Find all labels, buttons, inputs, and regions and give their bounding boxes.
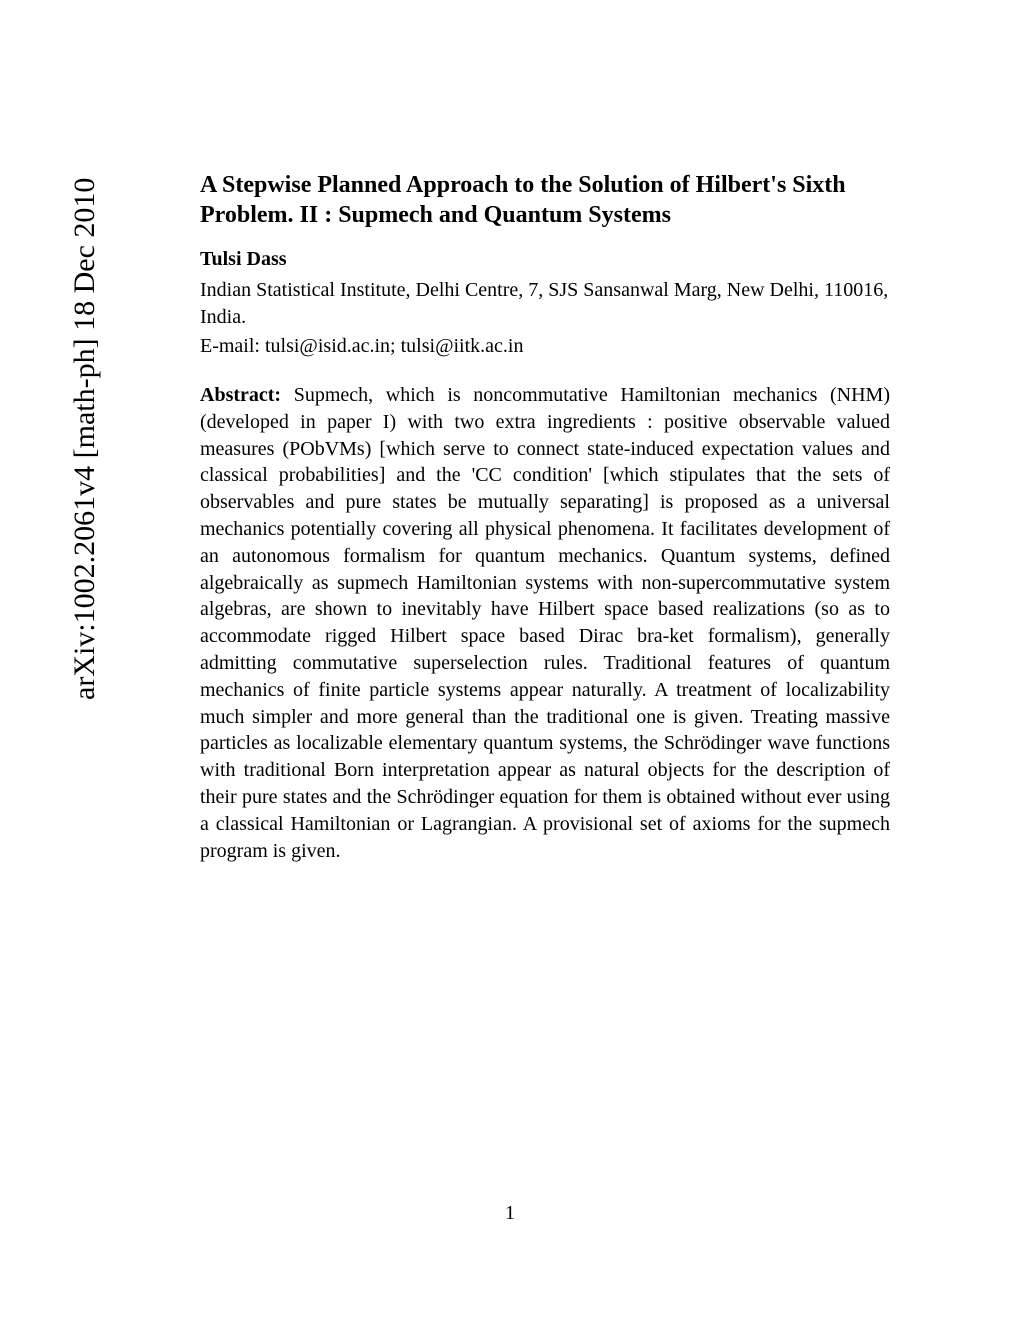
arxiv-stamp: arXiv:1002.2061v4 [math-ph] 18 Dec 2010 [68, 178, 102, 700]
page-number: 1 [0, 1202, 1020, 1225]
abstract: Abstract: Supmech, which is noncommutati… [200, 382, 890, 864]
abstract-label: Abstract: [200, 384, 281, 406]
author-name: Tulsi Dass [200, 248, 890, 271]
paper-content: A Stepwise Planned Approach to the Solut… [200, 170, 890, 864]
affiliation: Indian Statistical Institute, Delhi Cent… [200, 277, 890, 331]
paper-title: A Stepwise Planned Approach to the Solut… [200, 170, 890, 230]
abstract-body: Supmech, which is noncommutative Hamilto… [200, 384, 890, 862]
email: E-mail: tulsi@isid.ac.in; tulsi@iitk.ac.… [200, 333, 890, 360]
